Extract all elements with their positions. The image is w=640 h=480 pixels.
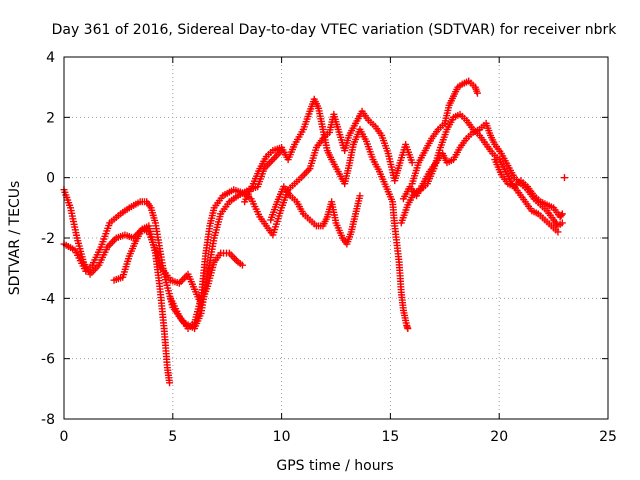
x-tick-labels: 0 5 10 15 20 25	[60, 429, 617, 445]
y-tick-label: 4	[46, 50, 55, 66]
series-track-4	[167, 107, 416, 332]
plot-frame	[63, 56, 609, 420]
series-track-5	[267, 183, 364, 248]
series-track-11	[560, 174, 568, 182]
x-tick-label: 10	[273, 429, 291, 445]
x-tick-label: 25	[599, 429, 617, 445]
data-point	[238, 261, 246, 269]
x-tick-label: 5	[168, 429, 177, 445]
y-tick-labels: -8 -6 -4 -2 0 2 4	[41, 50, 55, 428]
data-point	[166, 379, 174, 387]
data-point	[560, 174, 568, 182]
y-tick-label: -2	[41, 231, 55, 247]
data-point	[404, 325, 412, 332]
x-axis-label: GPS time / hours	[276, 458, 393, 474]
chart-title: Day 361 of 2016, Sidereal Day-to-day VTE…	[52, 22, 618, 38]
series-track-3	[110, 225, 246, 308]
y-tick-label: -4	[41, 291, 55, 307]
y-tick-label: 0	[46, 171, 55, 187]
y-tick-label: 2	[46, 110, 55, 126]
series-track-10	[491, 156, 566, 221]
data-point	[554, 228, 562, 236]
x-tick-label: 0	[60, 429, 69, 445]
data-point	[558, 210, 566, 218]
data-point	[408, 159, 416, 167]
series-track-6	[241, 95, 412, 332]
x-tick-label: 15	[381, 429, 399, 445]
series-track-8	[408, 77, 481, 188]
data-point	[558, 219, 566, 227]
data-point	[557, 211, 565, 219]
y-tick-label: -6	[41, 352, 55, 368]
data-point	[356, 192, 364, 200]
y-tick-label: -8	[41, 412, 55, 428]
x-tick-label: 20	[490, 429, 508, 445]
data-point	[473, 89, 481, 97]
data-points	[60, 77, 568, 387]
y-axis-label: SDTVAR / TECUs	[7, 181, 23, 296]
